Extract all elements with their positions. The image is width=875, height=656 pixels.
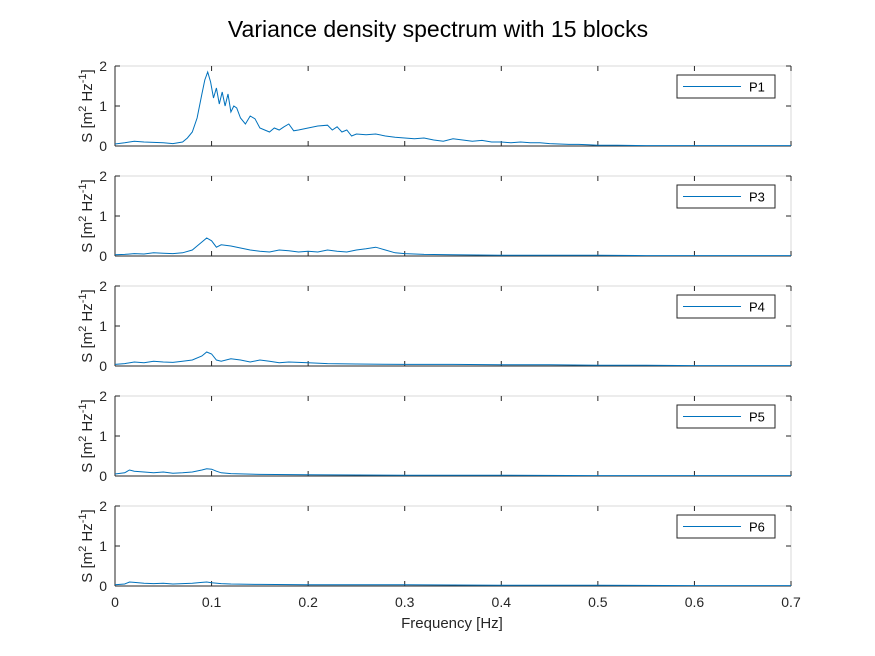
legend-entry-p4: P4	[749, 300, 765, 315]
x-tick-label: 0.6	[685, 594, 705, 610]
y-tick-label: 2	[99, 58, 107, 74]
y-axis-label-superscript: -1	[77, 403, 89, 413]
y-tick-label: 1	[99, 318, 107, 334]
series-line-p4	[115, 351, 791, 366]
y-tick-label: 0	[99, 468, 107, 484]
y-axis-label-superscript: -1	[77, 183, 89, 193]
y-axis-label-part: Hz	[79, 303, 96, 326]
y-axis-label: S [m2 Hz-1]	[77, 69, 96, 142]
legend-entry-p6: P6	[749, 520, 765, 535]
x-tick-label: 0	[111, 594, 119, 610]
y-axis-label-superscript: -1	[77, 73, 89, 83]
y-axis-label-superscript: 2	[77, 326, 89, 332]
x-tick-label: 0.1	[202, 594, 222, 610]
y-axis-label: S [m2 Hz-1]	[77, 509, 96, 582]
y-axis-label-superscript: -1	[77, 513, 89, 523]
legend-entry-p5: P5	[749, 410, 765, 425]
y-axis-label: S [m2 Hz-1]	[77, 179, 96, 252]
y-tick-label: 1	[99, 208, 107, 224]
y-axis-label-part: S [m	[79, 332, 96, 363]
x-tick-label: 0.2	[298, 594, 318, 610]
y-axis-label-part: Hz	[79, 83, 96, 106]
y-axis-label-superscript: 2	[77, 216, 89, 222]
x-tick-label: 0.4	[492, 594, 512, 610]
y-axis-label-part: ]	[79, 509, 96, 513]
y-axis-label-superscript: 2	[77, 546, 89, 552]
y-tick-label: 2	[99, 168, 107, 184]
y-tick-label: 1	[99, 428, 107, 444]
y-tick-label: 2	[99, 388, 107, 404]
series-line-p6	[115, 581, 791, 586]
y-axis-label-part: ]	[79, 399, 96, 403]
chart-title: Variance density spectrum with 15 blocks	[228, 16, 648, 42]
y-axis-label-part: S [m	[79, 112, 96, 143]
series-line-p1	[115, 70, 791, 146]
y-tick-label: 1	[99, 98, 107, 114]
y-tick-label: 2	[99, 278, 107, 294]
x-tick-label: 0.7	[781, 594, 801, 610]
y-tick-label: 0	[99, 358, 107, 374]
y-tick-label: 0	[99, 138, 107, 154]
y-axis-label-part: Hz	[79, 523, 96, 546]
x-tick-label: 0.5	[588, 594, 608, 610]
legend-entry-p1: P1	[749, 80, 765, 95]
y-axis-label-part: S [m	[79, 552, 96, 583]
y-tick-label: 0	[99, 248, 107, 264]
y-axis-label: S [m2 Hz-1]	[77, 399, 96, 472]
y-axis-label-part: Hz	[79, 413, 96, 436]
y-axis-label-part: ]	[79, 179, 96, 183]
y-axis-label-superscript: 2	[77, 436, 89, 442]
y-tick-label: 2	[99, 498, 107, 514]
y-axis-label-superscript: -1	[77, 293, 89, 303]
legend-entry-p3: P3	[749, 190, 765, 205]
y-axis-label-part: S [m	[79, 442, 96, 473]
y-axis-label-part: Hz	[79, 193, 96, 216]
y-axis-label-part: ]	[79, 69, 96, 73]
y-axis-label-superscript: 2	[77, 106, 89, 112]
x-tick-label: 0.3	[395, 594, 415, 610]
y-tick-label: 0	[99, 578, 107, 594]
series-line-p3	[115, 237, 791, 256]
y-axis-label-part: S [m	[79, 222, 96, 253]
y-axis-label-part: ]	[79, 289, 96, 293]
y-tick-label: 1	[99, 538, 107, 554]
x-axis-label: Frequency [Hz]	[401, 615, 503, 632]
y-axis-label: S [m2 Hz-1]	[77, 289, 96, 362]
series-line-p5	[115, 468, 791, 476]
